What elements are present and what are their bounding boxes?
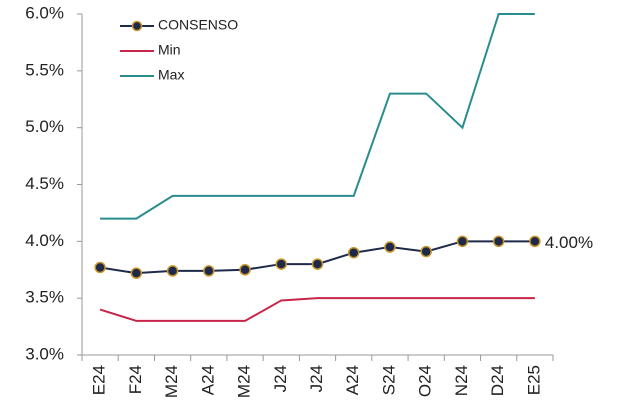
point-marker: [275, 258, 288, 270]
legend-label: CONSENSO: [158, 17, 238, 33]
point-marker: [529, 235, 541, 248]
series-line: [99, 297, 535, 322]
legend-label: Min: [158, 42, 181, 58]
y-tick-label: 5.0%: [25, 117, 64, 136]
point-marker: [311, 258, 324, 270]
x-tick-label: J24: [271, 365, 290, 392]
x-tick-label: E25: [524, 365, 543, 395]
point-marker: [239, 264, 251, 276]
point-marker: [456, 235, 469, 248]
data-label: 4.00%: [545, 233, 593, 252]
point-marker: [384, 241, 396, 253]
legend-marker: [131, 20, 143, 32]
point-marker: [492, 235, 505, 248]
x-tick-label: J24: [307, 365, 326, 392]
x-tick-label: D24: [488, 365, 507, 396]
x-tick-label: A24: [198, 365, 217, 395]
y-tick-label: 3.0%: [25, 344, 64, 363]
x-tick-label: M24: [162, 365, 181, 398]
series-line: [100, 13, 535, 220]
y-tick-label: 4.5%: [25, 174, 64, 193]
legend-label: Max: [158, 67, 184, 83]
y-tick-label: 5.5%: [25, 60, 64, 79]
y-tick-label: 3.5%: [25, 288, 64, 307]
x-tick-label: M24: [235, 365, 254, 398]
point-marker: [94, 261, 106, 274]
y-tick-label: 6.0%: [25, 3, 64, 22]
point-marker: [347, 246, 360, 259]
x-tick-label: E24: [90, 365, 109, 395]
x-tick-label: S24: [379, 365, 398, 395]
x-tick-label: F24: [126, 365, 145, 394]
point-marker: [130, 267, 143, 279]
y-tick-label: 4.0%: [25, 231, 64, 250]
x-tick-label: O24: [416, 365, 435, 397]
point-marker: [420, 245, 432, 258]
point-marker: [203, 265, 215, 277]
point-marker: [166, 265, 179, 277]
x-tick-label: A24: [343, 365, 362, 395]
x-tick-label: N24: [452, 365, 471, 396]
